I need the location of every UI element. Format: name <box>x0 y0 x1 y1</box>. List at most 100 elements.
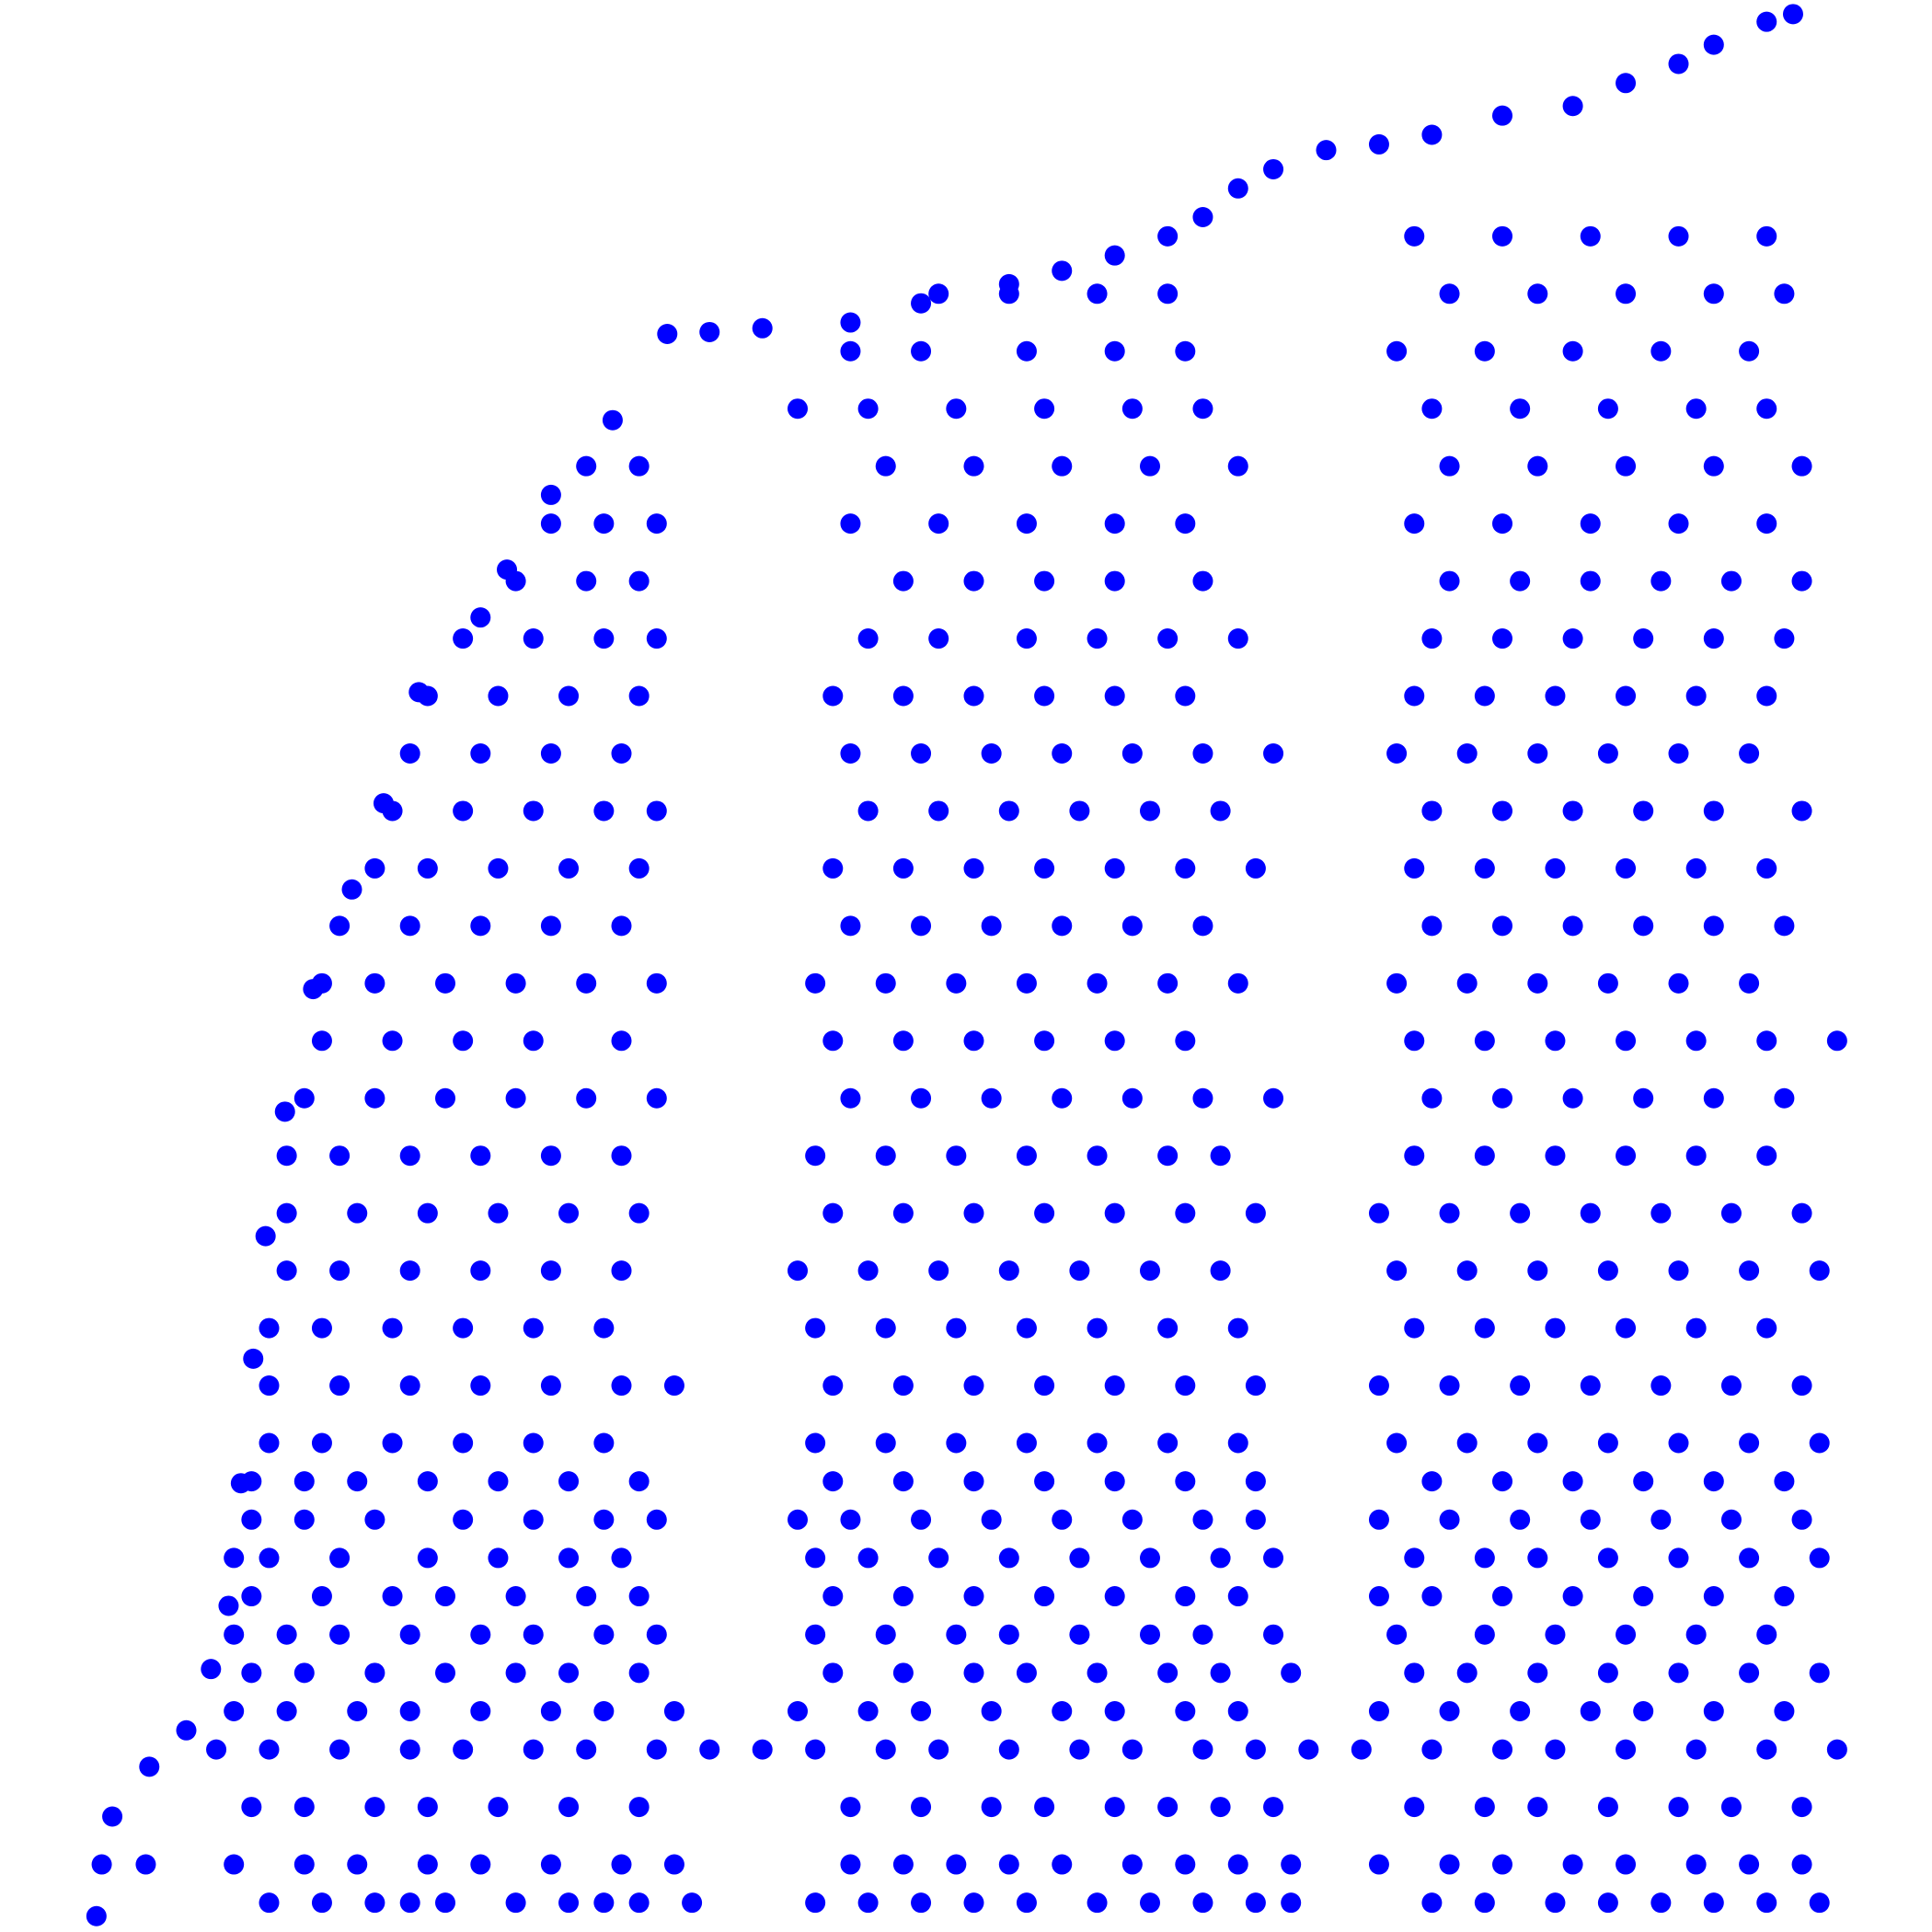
point <box>470 1145 491 1167</box>
point <box>347 1854 368 1875</box>
point <box>1633 1471 1654 1492</box>
point <box>1157 1317 1179 1339</box>
point <box>382 1432 403 1454</box>
point <box>1175 1030 1196 1052</box>
point <box>1616 283 1637 305</box>
point <box>329 1375 351 1397</box>
point <box>840 915 861 937</box>
point <box>311 1030 332 1052</box>
point <box>1439 1375 1460 1397</box>
point <box>1034 1030 1055 1052</box>
point <box>593 1700 615 1721</box>
point <box>646 513 667 535</box>
point <box>1157 972 1179 994</box>
point <box>1527 455 1548 477</box>
point <box>523 1624 544 1645</box>
point <box>417 1547 438 1569</box>
point <box>1192 570 1213 592</box>
point <box>329 1624 351 1645</box>
point <box>840 1797 861 1818</box>
point <box>399 1700 420 1721</box>
point <box>1720 570 1742 592</box>
point <box>1527 1662 1548 1684</box>
point <box>981 1087 1002 1109</box>
point <box>1245 1892 1266 1914</box>
point <box>1404 1662 1425 1684</box>
point <box>963 455 984 477</box>
point <box>1492 225 1512 247</box>
point <box>1597 398 1618 420</box>
point <box>628 570 650 592</box>
point <box>998 1739 1019 1760</box>
point <box>1668 1260 1689 1282</box>
point <box>892 1202 914 1224</box>
point <box>1650 1509 1672 1530</box>
point <box>840 513 861 535</box>
point <box>558 685 580 707</box>
point <box>911 340 932 362</box>
point <box>1175 1202 1196 1224</box>
point <box>1192 742 1213 764</box>
point <box>523 1432 544 1454</box>
point <box>1791 800 1812 822</box>
point <box>1386 972 1408 994</box>
point <box>805 1145 826 1167</box>
point <box>1052 1509 1073 1530</box>
point <box>259 1739 280 1760</box>
point <box>663 1854 684 1875</box>
point <box>1386 742 1408 764</box>
point <box>224 1700 245 1721</box>
point <box>505 1662 526 1684</box>
point <box>911 915 932 937</box>
point <box>1104 1375 1125 1397</box>
point <box>1456 1662 1478 1684</box>
point <box>611 1375 632 1397</box>
point <box>1263 1547 1284 1569</box>
point <box>558 857 580 879</box>
point <box>1668 513 1689 535</box>
point <box>293 1087 315 1109</box>
point <box>293 1797 315 1818</box>
point <box>1703 915 1724 937</box>
point <box>611 1145 632 1167</box>
point <box>1616 1739 1637 1760</box>
point <box>1404 1145 1425 1167</box>
point <box>1492 513 1512 535</box>
point <box>364 1662 385 1684</box>
point <box>1034 1471 1055 1492</box>
point <box>1492 628 1512 650</box>
point <box>946 398 967 420</box>
point <box>1510 570 1531 592</box>
point <box>1685 685 1707 707</box>
point <box>399 1739 420 1760</box>
point <box>293 1854 315 1875</box>
point <box>593 1432 615 1454</box>
point <box>1421 398 1443 420</box>
point <box>1421 124 1443 145</box>
point <box>1421 628 1443 650</box>
point <box>1597 1547 1618 1569</box>
point <box>1562 1854 1583 1875</box>
point <box>505 1087 526 1109</box>
point <box>663 1700 684 1721</box>
point <box>875 1739 896 1760</box>
point <box>311 1892 332 1914</box>
point <box>382 1030 403 1052</box>
point <box>1421 800 1443 822</box>
point <box>435 972 455 994</box>
point <box>1633 1700 1654 1721</box>
point <box>364 1892 385 1914</box>
point <box>1316 140 1337 161</box>
point <box>699 321 720 342</box>
point <box>963 857 984 879</box>
point <box>558 1892 580 1914</box>
point <box>417 1797 438 1818</box>
point <box>453 1432 474 1454</box>
point <box>1545 1145 1566 1167</box>
point <box>822 1030 844 1052</box>
point <box>1616 455 1637 477</box>
point <box>1597 1797 1618 1818</box>
point <box>576 1087 597 1109</box>
point <box>540 915 561 937</box>
point <box>91 1854 112 1875</box>
